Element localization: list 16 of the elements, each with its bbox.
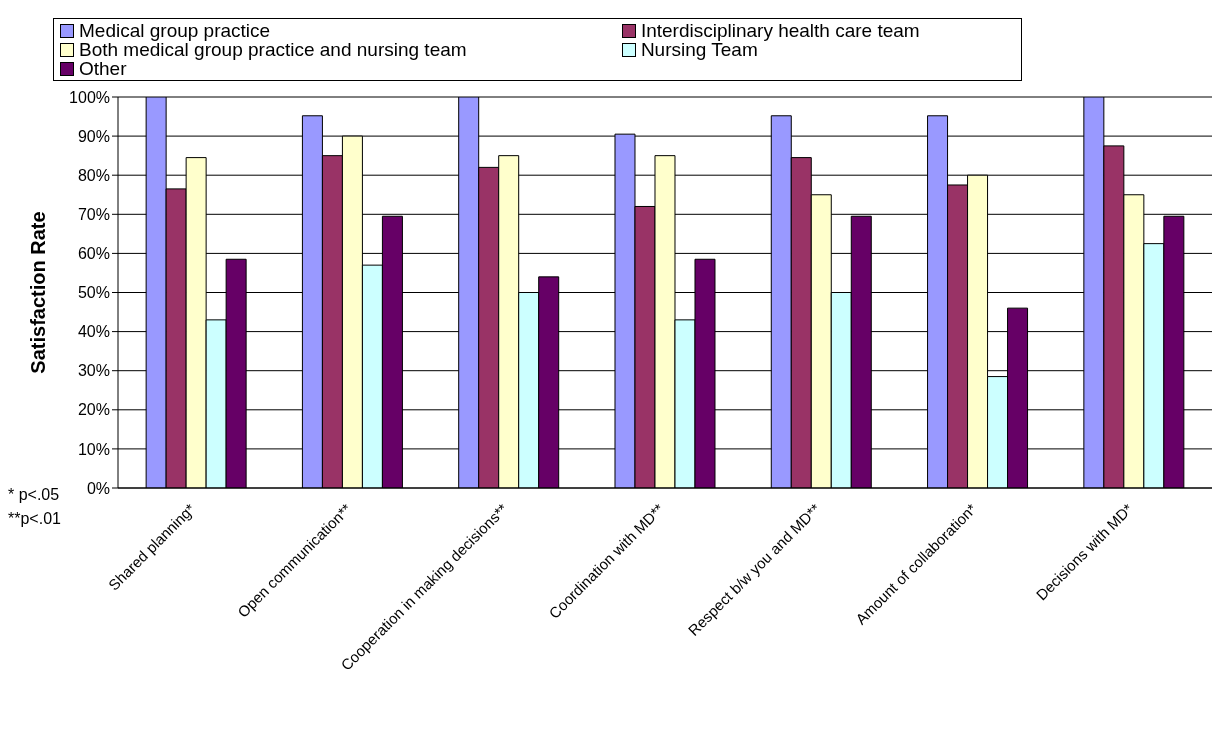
notes: * p<.05 **p<.01 bbox=[8, 485, 61, 529]
y-tick-label: 70% bbox=[77, 205, 110, 223]
legend-label: Other bbox=[79, 58, 127, 79]
y-tick-label: 100% bbox=[69, 88, 110, 106]
y-tick-label: 30% bbox=[77, 362, 110, 380]
y-tick-label: 10% bbox=[77, 440, 110, 458]
y-tick-label: 40% bbox=[77, 323, 110, 341]
y-tick-label: 80% bbox=[77, 166, 110, 184]
y-tick-label: 60% bbox=[77, 245, 110, 263]
y-tick-label: 20% bbox=[77, 401, 110, 419]
y-tick-label: 0% bbox=[86, 479, 110, 497]
y-tick-label: 90% bbox=[77, 127, 110, 145]
y-tick-label: 50% bbox=[77, 284, 110, 302]
legend-label: Medical group practice bbox=[79, 20, 271, 41]
legend-label: Interdisciplinary health care team bbox=[640, 20, 920, 41]
y-axis-title: Satisfaction Rate bbox=[27, 211, 50, 374]
